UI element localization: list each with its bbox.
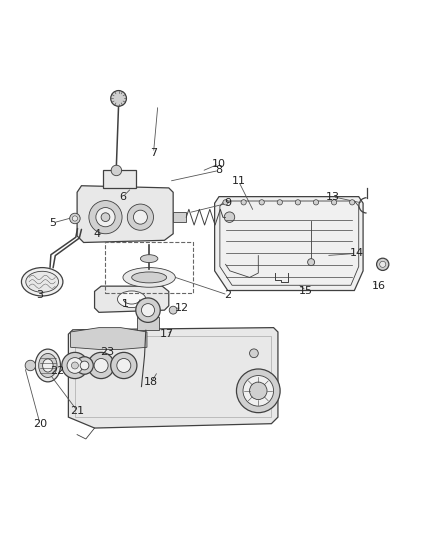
Text: 9: 9 xyxy=(224,198,231,208)
Circle shape xyxy=(332,200,337,205)
Circle shape xyxy=(111,352,137,378)
Text: 2: 2 xyxy=(224,290,231,300)
Text: 22: 22 xyxy=(50,366,64,376)
Circle shape xyxy=(88,352,114,378)
Circle shape xyxy=(25,360,35,371)
Circle shape xyxy=(89,200,122,234)
Ellipse shape xyxy=(26,271,59,292)
Ellipse shape xyxy=(132,272,166,283)
Text: 23: 23 xyxy=(101,346,115,357)
Text: 8: 8 xyxy=(215,165,223,175)
Polygon shape xyxy=(95,286,169,312)
Ellipse shape xyxy=(35,349,60,382)
Circle shape xyxy=(223,200,228,205)
Circle shape xyxy=(111,165,122,176)
Text: 13: 13 xyxy=(325,192,339,201)
Text: 4: 4 xyxy=(93,229,100,239)
Circle shape xyxy=(224,212,235,222)
Circle shape xyxy=(96,207,115,227)
Text: 17: 17 xyxy=(159,329,174,339)
Text: 21: 21 xyxy=(70,406,84,416)
Circle shape xyxy=(127,204,153,230)
Circle shape xyxy=(111,91,127,106)
Text: 3: 3 xyxy=(36,290,43,300)
Polygon shape xyxy=(77,185,173,243)
Text: 10: 10 xyxy=(212,159,226,169)
Polygon shape xyxy=(215,197,363,290)
Circle shape xyxy=(67,358,83,373)
Bar xyxy=(173,212,186,222)
Circle shape xyxy=(62,352,88,378)
Circle shape xyxy=(377,258,389,270)
Bar xyxy=(137,317,159,330)
Ellipse shape xyxy=(39,353,57,377)
Text: 6: 6 xyxy=(120,192,127,201)
Circle shape xyxy=(94,359,108,373)
Text: 1: 1 xyxy=(122,298,129,309)
Circle shape xyxy=(250,382,267,400)
Circle shape xyxy=(380,261,386,268)
Text: 20: 20 xyxy=(33,419,47,429)
Ellipse shape xyxy=(117,291,146,308)
Circle shape xyxy=(243,376,274,406)
Circle shape xyxy=(136,298,160,322)
Circle shape xyxy=(141,304,155,317)
Circle shape xyxy=(307,259,314,265)
Ellipse shape xyxy=(42,359,53,372)
Circle shape xyxy=(134,210,148,224)
Text: 18: 18 xyxy=(144,377,159,387)
Text: 5: 5 xyxy=(49,218,57,228)
Text: 16: 16 xyxy=(371,281,385,291)
Circle shape xyxy=(72,216,78,221)
Circle shape xyxy=(80,361,89,370)
Circle shape xyxy=(295,200,300,205)
Polygon shape xyxy=(68,328,278,428)
Circle shape xyxy=(259,200,265,205)
Ellipse shape xyxy=(21,268,63,296)
Text: 7: 7 xyxy=(150,148,157,158)
Circle shape xyxy=(76,357,93,374)
Circle shape xyxy=(250,349,258,358)
Polygon shape xyxy=(71,328,147,350)
Circle shape xyxy=(277,200,283,205)
Ellipse shape xyxy=(123,268,175,287)
Circle shape xyxy=(117,359,131,373)
Circle shape xyxy=(70,213,80,224)
Bar xyxy=(103,171,136,188)
Bar xyxy=(75,336,272,417)
Ellipse shape xyxy=(141,255,158,263)
Circle shape xyxy=(169,306,177,314)
Circle shape xyxy=(350,200,355,205)
Text: 12: 12 xyxy=(175,303,189,313)
Circle shape xyxy=(241,200,246,205)
Text: 15: 15 xyxy=(299,286,313,295)
Circle shape xyxy=(313,200,318,205)
Circle shape xyxy=(71,362,78,369)
Circle shape xyxy=(101,213,110,222)
Text: 11: 11 xyxy=(232,176,246,187)
Circle shape xyxy=(237,369,280,413)
Text: 14: 14 xyxy=(350,248,364,259)
